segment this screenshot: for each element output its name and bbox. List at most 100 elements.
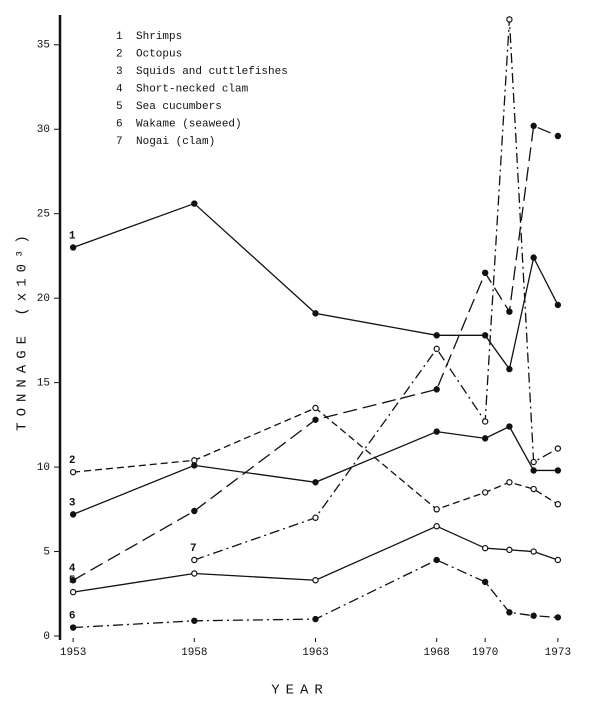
- legend-label: Squids and cuttlefishes: [136, 66, 288, 78]
- data-point: [554, 614, 562, 621]
- legend-number: 4: [116, 83, 123, 95]
- data-point: [481, 332, 489, 339]
- data-point: [530, 485, 537, 493]
- data-point: [481, 269, 489, 277]
- data-point: [191, 457, 198, 464]
- y-tick-label: 35: [37, 40, 50, 52]
- legend-number: 1: [116, 31, 123, 43]
- data-point: [69, 577, 77, 584]
- data-point: [312, 416, 319, 423]
- data-point: [433, 523, 440, 530]
- data-point: [481, 544, 489, 552]
- data-point: [481, 489, 489, 496]
- y-tick-label: 30: [37, 124, 50, 136]
- legend-label: Wakame (seaweed): [136, 118, 242, 130]
- data-point: [530, 458, 537, 466]
- data-point: [191, 507, 198, 515]
- series-number: 7: [190, 543, 197, 555]
- data-point: [191, 570, 198, 577]
- y-tick-label: 15: [37, 378, 50, 390]
- data-point: [433, 332, 440, 339]
- data-point: [433, 506, 440, 513]
- series-line: [73, 525, 559, 593]
- y-tick-label: 20: [37, 293, 50, 305]
- data-point: [69, 244, 77, 251]
- series-number: 4: [69, 563, 76, 575]
- data-point: [191, 556, 198, 564]
- data-point: [312, 615, 319, 623]
- series-line: [72, 425, 558, 515]
- x-tick-label: 1973: [545, 647, 571, 659]
- data-point: [69, 624, 77, 631]
- series-line: [72, 202, 559, 371]
- series-number: 6: [69, 610, 76, 622]
- data-point: [554, 501, 562, 508]
- data-point: [69, 468, 77, 476]
- x-tick-label: 1963: [302, 647, 328, 659]
- legend-number: 7: [116, 136, 123, 148]
- data-point: [506, 308, 513, 315]
- series-line: [73, 407, 559, 511]
- data-point: [554, 467, 562, 474]
- data-point: [312, 310, 319, 317]
- data-point: [433, 428, 440, 435]
- data-point: [481, 435, 489, 442]
- series-line: [72, 124, 559, 581]
- data-point: [506, 479, 513, 486]
- data-point: [506, 423, 513, 430]
- series-number: 3: [69, 497, 76, 509]
- legend-number: 3: [116, 66, 123, 78]
- y-tick-label: 5: [43, 546, 50, 558]
- series-line: [73, 559, 558, 629]
- data-point: [530, 254, 537, 261]
- data-point: [530, 612, 537, 619]
- data-point: [530, 122, 537, 130]
- series-number: 1: [69, 230, 76, 242]
- data-point: [506, 609, 513, 616]
- legend-number: 6: [116, 118, 123, 130]
- data-point: [69, 511, 77, 518]
- data-point: [433, 556, 440, 564]
- data-point: [554, 556, 562, 564]
- data-point: [191, 462, 198, 469]
- data-point: [506, 365, 513, 373]
- legend-label: Shrimps: [136, 31, 182, 43]
- data-point: [481, 578, 489, 586]
- y-axis-label: TONNAGE (x10³): [15, 229, 31, 431]
- x-tick-label: 1968: [423, 647, 449, 659]
- data-point: [481, 418, 489, 425]
- data-point: [69, 588, 77, 596]
- data-point: [433, 386, 440, 393]
- data-point: [554, 301, 562, 309]
- y-tick-label: 10: [37, 462, 50, 474]
- series-number: 2: [69, 455, 76, 467]
- data-point: [312, 514, 319, 521]
- legend-number: 2: [116, 48, 123, 60]
- data-point: [506, 16, 513, 23]
- data-point: [312, 479, 319, 486]
- x-tick-label: 1953: [60, 647, 86, 659]
- x-axis-label: YEAR: [271, 683, 329, 699]
- legend-label: Octopus: [136, 48, 182, 60]
- data-point: [191, 617, 198, 624]
- x-tick-label: 1970: [472, 647, 498, 659]
- y-tick-label: 25: [37, 209, 50, 221]
- data-point: [433, 345, 440, 353]
- legend-label: Short-necked clam: [136, 83, 249, 95]
- data-point: [554, 132, 562, 140]
- series-line: [194, 19, 559, 561]
- data-point: [191, 200, 198, 207]
- data-point: [312, 404, 319, 412]
- data-point: [530, 548, 537, 555]
- legend-number: 5: [116, 101, 123, 113]
- legend-label: Nogai (clam): [136, 136, 215, 148]
- y-tick-label: 0: [43, 631, 50, 643]
- series-number: 5: [69, 575, 76, 587]
- data-point: [312, 577, 319, 584]
- data-point: [506, 546, 513, 554]
- legend-label: Sea cucumbers: [136, 101, 222, 113]
- data-point: [530, 467, 537, 474]
- x-tick-label: 1958: [181, 647, 207, 659]
